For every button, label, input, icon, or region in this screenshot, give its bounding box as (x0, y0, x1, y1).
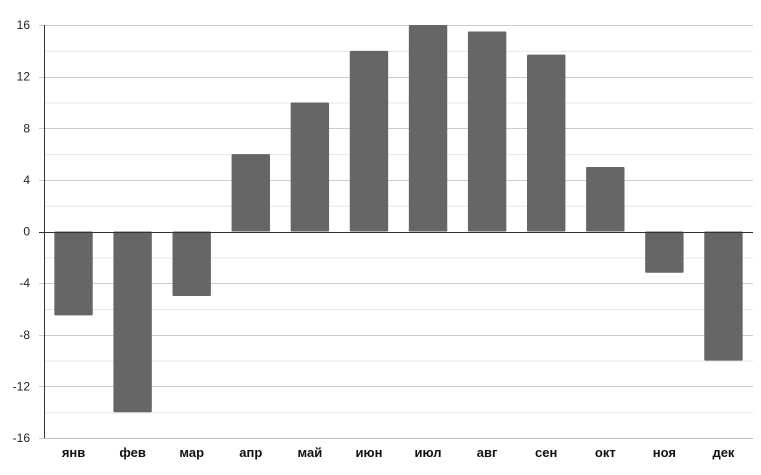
y-tick-label: 8 (23, 121, 30, 135)
y-tick-labels: 16 12 8 4 0 -4 -8 -12 -16 (13, 18, 31, 445)
y-tick-label: -16 (13, 431, 31, 445)
x-tick-label: мар (179, 445, 204, 460)
bar-янв (54, 231, 93, 316)
bar-окт (586, 166, 625, 232)
bar-фев (113, 231, 152, 413)
x-tick-label: ноя (653, 445, 676, 460)
y-tick-label: 4 (23, 173, 30, 187)
bar-дек (704, 231, 743, 361)
x-tick-label: окт (595, 445, 616, 460)
y-tick-label: -12 (13, 379, 31, 393)
x-tick-label: июн (355, 445, 382, 460)
x-tick-label: апр (239, 445, 262, 460)
x-tick-label: сен (535, 445, 557, 460)
x-tick-label: авг (477, 445, 498, 460)
grid (39, 25, 753, 439)
x-tick-label: янв (62, 445, 85, 460)
axes (39, 25, 753, 439)
y-tick-label: -8 (19, 328, 30, 342)
x-tick-labels: янв фев мар апр май июн июл авг сен окт ноя дек (62, 445, 735, 460)
bar-июл (408, 25, 448, 232)
bar-ноя (645, 231, 684, 273)
y-tick-label: 12 (17, 70, 31, 84)
x-tick-label: фев (119, 445, 145, 460)
bar-апр (231, 154, 270, 232)
bar-май (290, 102, 330, 232)
y-tick-label: 16 (17, 18, 31, 32)
bars (54, 25, 743, 413)
y-tick-label: -4 (19, 276, 30, 290)
y-tick-label: 0 (23, 225, 30, 239)
x-tick-label: дек (712, 445, 734, 460)
bar-сен (527, 54, 566, 232)
x-tick-label: май (298, 445, 323, 460)
bar-мар (172, 231, 211, 297)
bar-июн (349, 50, 389, 232)
x-tick-label: июл (415, 445, 442, 460)
bar-авг (467, 31, 507, 232)
